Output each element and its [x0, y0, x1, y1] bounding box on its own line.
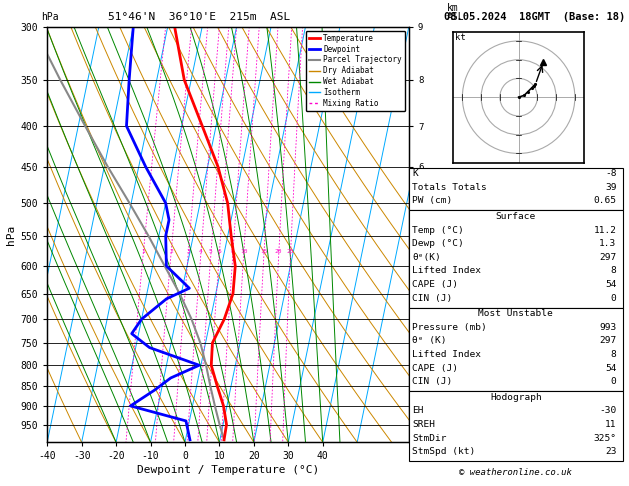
Text: 0: 0 — [611, 377, 616, 386]
Text: 0: 0 — [611, 294, 616, 303]
Text: 23: 23 — [605, 447, 616, 456]
Text: Temp (°C): Temp (°C) — [412, 226, 464, 235]
Text: 1.3: 1.3 — [599, 239, 616, 248]
Text: 325°: 325° — [593, 434, 616, 443]
Text: Dewp (°C): Dewp (°C) — [412, 239, 464, 248]
Text: hPa: hPa — [41, 12, 58, 22]
Text: 08.05.2024  18GMT  (Base: 18): 08.05.2024 18GMT (Base: 18) — [444, 12, 625, 22]
Text: Hodograph: Hodograph — [490, 393, 542, 402]
Text: CAPE (J): CAPE (J) — [412, 280, 458, 289]
Legend: Temperature, Dewpoint, Parcel Trajectory, Dry Adiabat, Wet Adiabat, Isotherm, Mi: Temperature, Dewpoint, Parcel Trajectory… — [306, 31, 405, 111]
Text: 993: 993 — [599, 323, 616, 332]
Text: Lifted Index: Lifted Index — [412, 350, 481, 359]
Text: 8: 8 — [611, 266, 616, 276]
X-axis label: Dewpoint / Temperature (°C): Dewpoint / Temperature (°C) — [137, 466, 319, 475]
Text: CIN (J): CIN (J) — [412, 294, 452, 303]
Text: 2: 2 — [169, 249, 173, 254]
Text: 297: 297 — [599, 253, 616, 262]
Text: 10: 10 — [240, 249, 247, 254]
Text: Most Unstable: Most Unstable — [479, 309, 553, 318]
Text: Lifted Index: Lifted Index — [412, 266, 481, 276]
Text: 6: 6 — [218, 249, 221, 254]
Text: Surface: Surface — [496, 212, 536, 221]
Text: 1: 1 — [142, 249, 145, 254]
Text: 5: 5 — [209, 249, 213, 254]
Text: km
ASL: km ASL — [447, 2, 464, 22]
Text: 54: 54 — [605, 280, 616, 289]
Text: Pressure (mb): Pressure (mb) — [412, 323, 487, 332]
Text: 20: 20 — [275, 249, 282, 254]
Text: 0.65: 0.65 — [593, 196, 616, 206]
Text: 25: 25 — [287, 249, 294, 254]
Text: -30: -30 — [599, 406, 616, 416]
Text: 51°46'N  36°10'E  215m  ASL: 51°46'N 36°10'E 215m ASL — [108, 12, 290, 22]
Text: StmSpd (kt): StmSpd (kt) — [412, 447, 476, 456]
Text: PW (cm): PW (cm) — [412, 196, 452, 206]
Text: Totals Totals: Totals Totals — [412, 183, 487, 192]
Y-axis label: hPa: hPa — [6, 225, 16, 244]
Text: CIN (J): CIN (J) — [412, 377, 452, 386]
Text: CAPE (J): CAPE (J) — [412, 364, 458, 373]
Text: StmDir: StmDir — [412, 434, 447, 443]
Text: © weatheronline.co.uk: © weatheronline.co.uk — [459, 468, 572, 477]
Text: 39: 39 — [605, 183, 616, 192]
Text: 11: 11 — [605, 420, 616, 429]
Text: 297: 297 — [599, 336, 616, 346]
Text: kt: kt — [455, 34, 465, 42]
Text: 3: 3 — [186, 249, 190, 254]
Text: K: K — [412, 169, 418, 178]
Text: θᵉ (K): θᵉ (K) — [412, 336, 447, 346]
Text: 11.2: 11.2 — [593, 226, 616, 235]
Text: Mixing Ratio (g/kg): Mixing Ratio (g/kg) — [433, 237, 442, 332]
Text: -8: -8 — [605, 169, 616, 178]
Text: 8: 8 — [611, 350, 616, 359]
Text: SREH: SREH — [412, 420, 435, 429]
Text: 4: 4 — [199, 249, 203, 254]
Text: EH: EH — [412, 406, 423, 416]
Text: θᵉ(K): θᵉ(K) — [412, 253, 441, 262]
Text: 15: 15 — [260, 249, 268, 254]
Text: 8: 8 — [231, 249, 235, 254]
Text: 54: 54 — [605, 364, 616, 373]
